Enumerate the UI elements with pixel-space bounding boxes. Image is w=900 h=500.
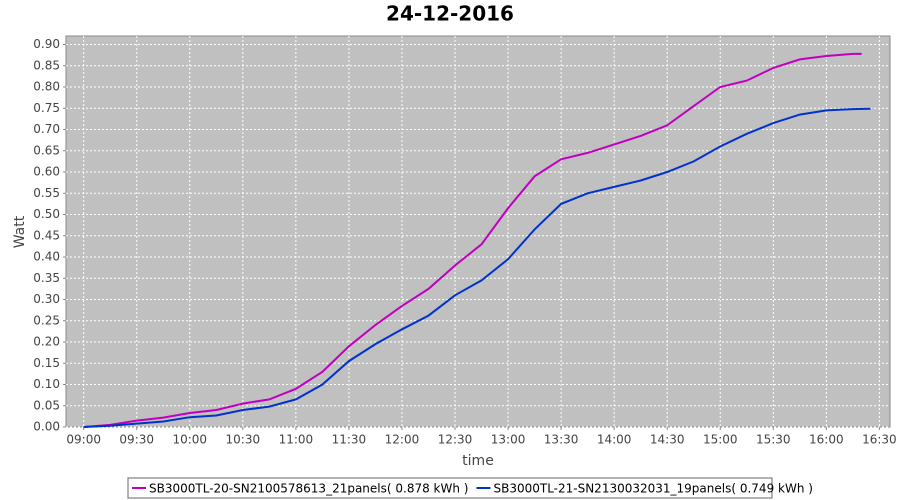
y-tick-label: 0.65: [33, 143, 60, 157]
y-tick-label: 0.70: [33, 122, 60, 136]
x-tick-label: 13:00: [491, 433, 526, 447]
x-tick-label: 11:00: [279, 433, 314, 447]
x-tick-label: 13:30: [544, 433, 579, 447]
legend-label: SB3000TL-20-SN2100578613_21panels( 0.878…: [149, 482, 468, 496]
x-tick-label: 12:00: [385, 433, 420, 447]
x-tick-label: 10:00: [172, 433, 207, 447]
y-axis-label: Watt: [12, 215, 28, 248]
y-tick-label: 0.05: [33, 398, 60, 412]
y-tick-label: 0.55: [33, 186, 60, 200]
plot-area: [65, 35, 891, 428]
y-tick-label: 0.40: [33, 250, 60, 264]
legend-label: SB3000TL-21-SN2130032031_19panels( 0.749…: [493, 482, 812, 496]
x-tick-label: 15:30: [756, 433, 791, 447]
y-tick-label: 0.10: [33, 377, 60, 391]
x-tick-label: 14:00: [597, 433, 632, 447]
y-tick-label: 0.20: [33, 335, 60, 349]
x-tick-label: 11:30: [332, 433, 367, 447]
y-tick-label: 0.30: [33, 292, 60, 306]
x-tick-label: 16:00: [809, 433, 844, 447]
x-tick-label: 16:30: [862, 433, 897, 447]
series-line: [83, 52, 862, 428]
y-tick-label: 0.80: [33, 80, 60, 94]
x-tick-label: 14:30: [650, 433, 685, 447]
x-tick-label: 12:30: [438, 433, 473, 447]
y-tick-label: 0.25: [33, 313, 60, 327]
y-tick-label: 0.50: [33, 207, 60, 221]
series-line: [83, 107, 871, 428]
y-tick-label: 0.35: [33, 271, 60, 285]
y-tick-label: 0.60: [33, 165, 60, 179]
legend-box: [127, 477, 773, 499]
y-tick-label: 0.00: [33, 420, 60, 434]
y-tick-label: 0.15: [33, 356, 60, 370]
x-tick-label: 09:30: [119, 433, 154, 447]
x-tick-label: 15:00: [703, 433, 738, 447]
y-tick-label: 0.45: [33, 228, 60, 242]
x-axis-label: time: [462, 453, 494, 469]
y-tick-label: 0.75: [33, 101, 60, 115]
x-tick-label: 10:30: [226, 433, 261, 447]
chart-title: 24-12-2016: [386, 2, 514, 26]
x-tick-label: 09:00: [66, 433, 101, 447]
y-tick-label: 0.90: [33, 37, 60, 51]
y-tick-label: 0.85: [33, 58, 60, 72]
